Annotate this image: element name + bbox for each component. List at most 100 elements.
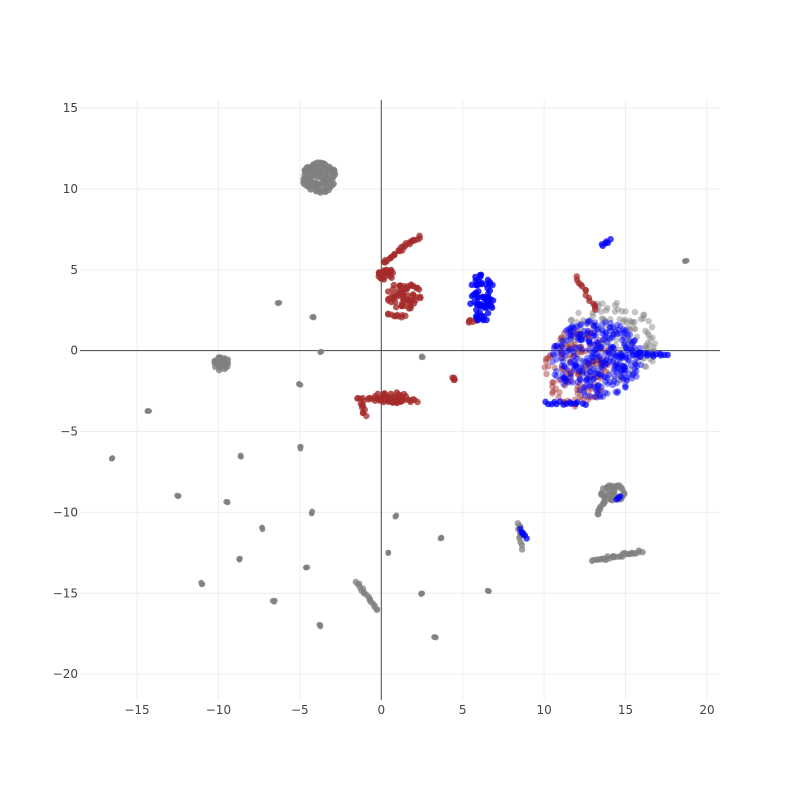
scatter-point bbox=[641, 311, 648, 319]
scatter-point bbox=[620, 328, 627, 335]
scatter-point bbox=[597, 364, 604, 371]
scatter-point bbox=[609, 344, 617, 351]
scatter-point bbox=[595, 357, 603, 364]
scatter-point bbox=[621, 341, 628, 349]
scatter-point bbox=[564, 343, 571, 351]
scatter-point bbox=[588, 347, 595, 355]
scatter-point bbox=[523, 535, 530, 542]
scatter-point bbox=[604, 304, 611, 312]
scatter-point bbox=[587, 318, 594, 325]
scatter-point bbox=[587, 329, 594, 337]
scatter-point bbox=[590, 358, 597, 365]
scatter-point bbox=[637, 315, 645, 323]
scatter-point bbox=[611, 373, 618, 380]
scatter-point bbox=[560, 381, 567, 388]
scatter-point bbox=[553, 342, 561, 349]
scatter-point bbox=[664, 351, 671, 359]
scatter-point bbox=[622, 344, 630, 351]
scatter-point bbox=[632, 326, 639, 333]
scatter-point bbox=[623, 319, 630, 326]
scatter-point bbox=[579, 317, 587, 324]
scatter-point bbox=[642, 344, 650, 352]
scatter-point bbox=[566, 326, 573, 334]
x-tick-label: 20 bbox=[699, 703, 714, 717]
scatter-point bbox=[607, 235, 614, 243]
scatter-point bbox=[602, 378, 609, 385]
scatter-point bbox=[610, 365, 618, 372]
scatter-point bbox=[592, 360, 599, 368]
scatter-point bbox=[634, 359, 642, 366]
scatter-point bbox=[553, 343, 560, 350]
scatter-point bbox=[593, 369, 601, 376]
scatter-point bbox=[474, 315, 482, 323]
scatter-point bbox=[549, 350, 557, 357]
scatter-point bbox=[603, 356, 610, 363]
scatter-point bbox=[598, 361, 605, 368]
scatter-point bbox=[619, 362, 627, 370]
scatter-point bbox=[580, 384, 588, 391]
scatter-point bbox=[631, 308, 639, 316]
scatter-point bbox=[589, 353, 596, 361]
scatter-point bbox=[546, 352, 554, 359]
scatter-point bbox=[580, 331, 587, 338]
scatter-point bbox=[604, 390, 611, 397]
scatter-point bbox=[610, 346, 618, 353]
scatter-point bbox=[607, 354, 615, 361]
scatter-point bbox=[609, 358, 617, 366]
x-tick-label: −5 bbox=[291, 703, 309, 717]
scatter-point bbox=[576, 387, 584, 394]
scatter-point bbox=[602, 307, 610, 314]
scatter-point bbox=[582, 383, 589, 390]
scatter-point bbox=[518, 546, 526, 553]
scatter-point bbox=[592, 386, 600, 394]
scatter-point bbox=[595, 353, 602, 361]
scatter-point bbox=[582, 287, 590, 294]
scatter-point bbox=[590, 324, 598, 331]
scatter-point bbox=[610, 378, 618, 385]
scatter-point bbox=[569, 328, 577, 336]
scatter-point bbox=[552, 385, 560, 392]
scatter-point bbox=[590, 322, 597, 329]
scatter-point bbox=[574, 390, 581, 397]
scatter-point bbox=[590, 353, 597, 361]
scatter-point bbox=[598, 359, 606, 366]
scatter-point bbox=[623, 377, 630, 384]
scatter-point bbox=[577, 343, 584, 351]
scatter-point bbox=[596, 359, 604, 366]
y-tick-label: −20 bbox=[53, 667, 78, 681]
scatter-point bbox=[375, 273, 382, 280]
scatter-point bbox=[614, 364, 621, 371]
scatter-point bbox=[390, 295, 397, 303]
scatter-point bbox=[567, 331, 574, 339]
scatter-point bbox=[575, 369, 583, 376]
scatter-point bbox=[363, 412, 370, 420]
scatter-point bbox=[587, 316, 594, 324]
scatter-point bbox=[630, 325, 638, 332]
scatter-point bbox=[585, 337, 593, 345]
scatter-point bbox=[592, 393, 599, 401]
scatter-point bbox=[570, 364, 578, 371]
scatter-point bbox=[585, 328, 593, 335]
scatter-point bbox=[432, 634, 438, 640]
scatter-point bbox=[576, 336, 583, 344]
scatter-point bbox=[543, 370, 550, 378]
scatter-point bbox=[614, 330, 621, 337]
scatter-point bbox=[553, 356, 560, 363]
scatter-point bbox=[573, 361, 580, 369]
scatter-point bbox=[618, 374, 625, 381]
scatter-point bbox=[637, 361, 645, 369]
scatter-point bbox=[604, 374, 611, 382]
scatter-point bbox=[402, 312, 409, 320]
scatter-point bbox=[613, 352, 620, 359]
scatter-point bbox=[601, 332, 609, 339]
scatter-point bbox=[623, 374, 630, 381]
scatter-point bbox=[584, 331, 592, 339]
scatter-point bbox=[599, 327, 607, 334]
scatter-point bbox=[597, 344, 605, 351]
scatter-point bbox=[606, 336, 613, 344]
scatter-point bbox=[610, 331, 617, 338]
scatter-point bbox=[308, 164, 315, 171]
scatter-point bbox=[594, 381, 602, 389]
scatter-point bbox=[617, 350, 624, 358]
scatter-point bbox=[593, 351, 600, 358]
